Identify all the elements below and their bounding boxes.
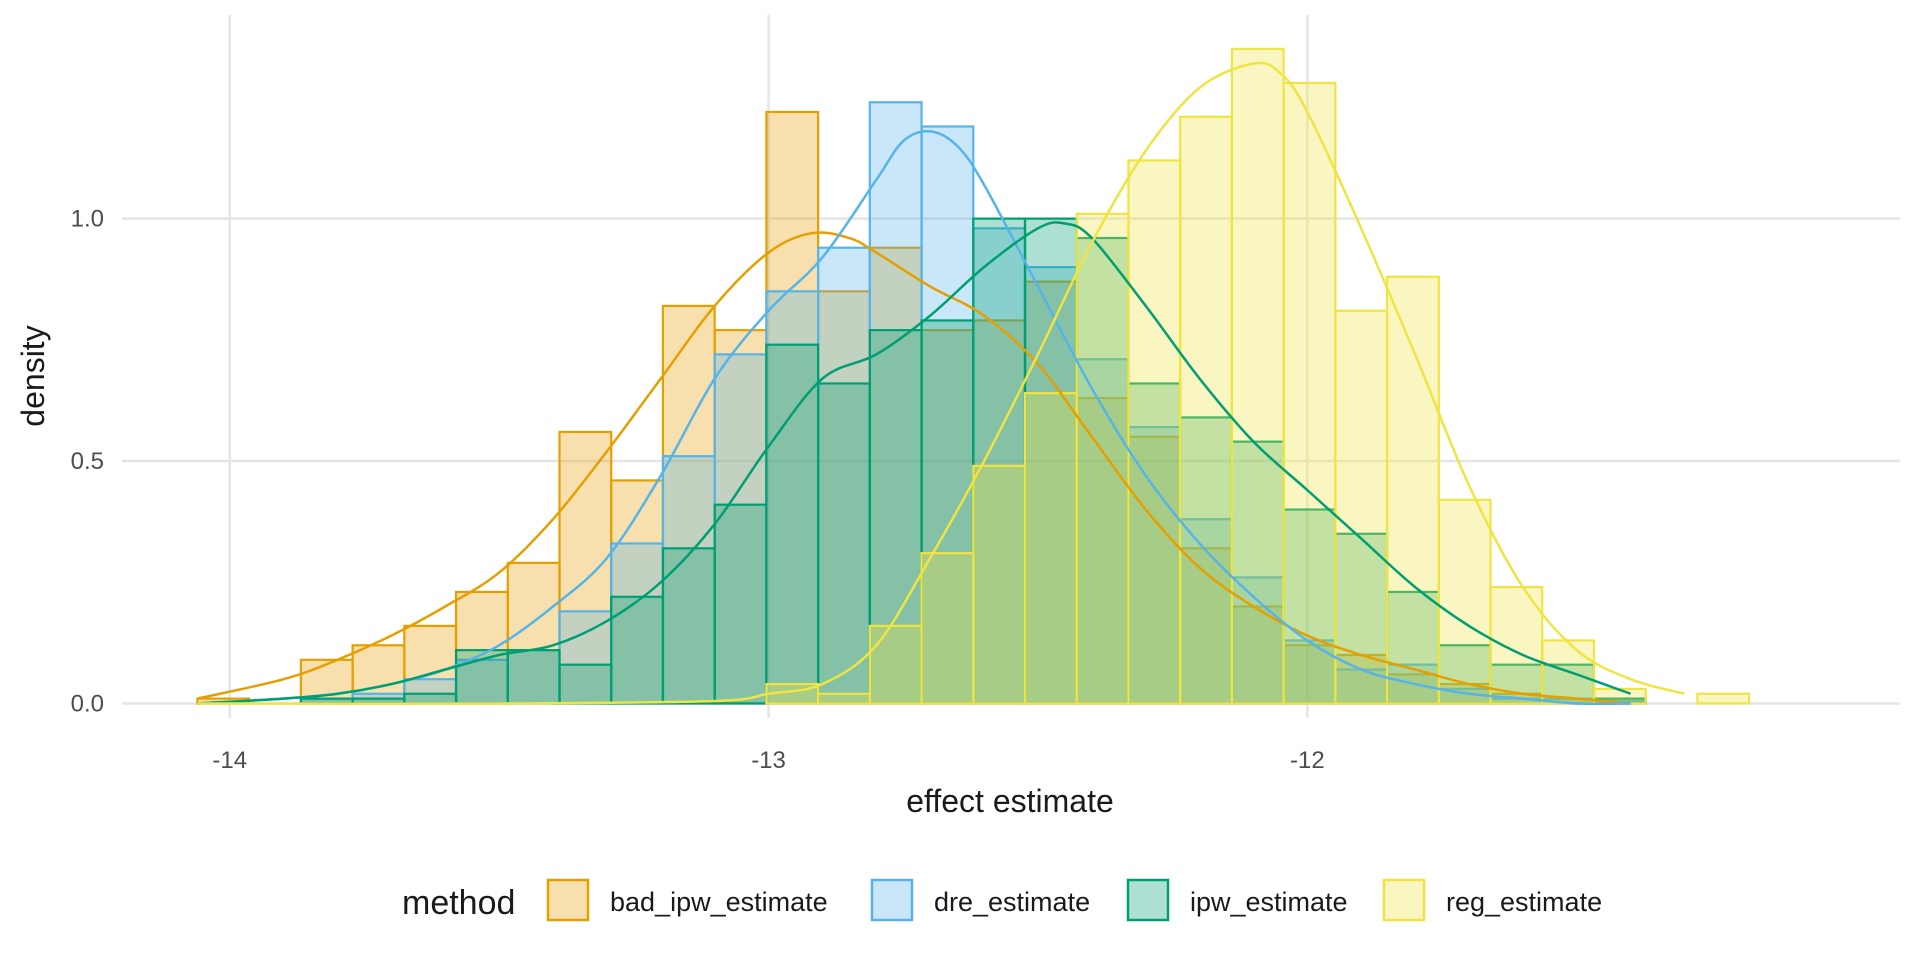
histogram-bar	[765, 110, 820, 705]
histogram-bar	[920, 125, 975, 705]
histogram-bar	[1437, 498, 1492, 705]
x-axis-title: effect estimate	[906, 783, 1114, 819]
histogram-bar	[661, 455, 716, 705]
legend-key	[1382, 878, 1426, 922]
histogram-bar	[1230, 47, 1285, 705]
histogram-bar	[1385, 275, 1440, 705]
legend-key	[870, 878, 914, 922]
histogram-bar	[713, 503, 768, 705]
legend-item-dre_estimate: dre_estimate	[870, 878, 1090, 922]
legend-item-bad_ipw_estimate: bad_ipw_estimate	[546, 878, 828, 922]
histogram-bar	[920, 552, 975, 705]
legend-key	[546, 878, 590, 922]
histogram-bar	[1023, 266, 1078, 705]
histogram-bar	[1334, 309, 1389, 705]
histogram-bar	[868, 246, 923, 705]
density-curve-ipw_estimate	[197, 221, 1632, 705]
legend-item-reg_estimate: reg_estimate	[1382, 878, 1602, 922]
histogram-bar	[1179, 115, 1234, 705]
histogram-bar	[817, 382, 871, 705]
histogram-bar	[558, 663, 613, 705]
histogram-bar	[610, 542, 665, 705]
histogram-bar	[1023, 392, 1078, 705]
series-bars-reg_estimate	[765, 47, 1751, 705]
density-curve-reg_estimate	[197, 61, 1685, 705]
histogram-bar	[1127, 426, 1182, 705]
histogram-bar	[972, 464, 1027, 705]
histogram-bar	[403, 692, 458, 705]
legend-label: bad_ipw_estimate	[610, 887, 828, 917]
histogram-bar	[920, 319, 975, 705]
x-tick-label: -12	[1290, 747, 1325, 774]
histogram-bar	[1489, 585, 1544, 705]
legend-key	[1126, 878, 1170, 922]
x-axis-ticks: -14 -13 -12	[212, 747, 1324, 774]
y-tick-label: 0.5	[71, 448, 104, 475]
density-curves	[197, 61, 1685, 706]
legend-label: reg_estimate	[1446, 887, 1602, 917]
y-tick-label: 0.0	[71, 690, 104, 717]
histogram-bar	[403, 624, 458, 705]
legend-title: method	[402, 884, 515, 922]
series-bars-ipw_estimate	[299, 217, 1647, 705]
legend-label: dre_estimate	[934, 887, 1090, 917]
histogram-bar	[1127, 159, 1182, 705]
histogram-bar	[765, 343, 820, 705]
legend-label: ipw_estimate	[1190, 887, 1348, 917]
histogram-bar	[661, 547, 716, 705]
density-curve-dre_estimate	[197, 129, 1631, 706]
histogram-bar	[1696, 692, 1751, 705]
histogram-bar	[506, 649, 561, 705]
x-tick-label: -13	[751, 747, 786, 774]
y-tick-label: 1.0	[71, 206, 104, 233]
series-bars-dre_estimate	[299, 101, 1647, 705]
y-axis-ticks: 0.0 0.5 1.0	[71, 206, 104, 718]
histogram-bars	[196, 47, 1751, 705]
histogram-bar	[817, 692, 871, 705]
histogram-bar	[1127, 435, 1182, 705]
legend: method bad_ipw_estimate dre_estimate ipw_e…	[402, 878, 1602, 922]
density-curve-bad_ipw_estimate	[197, 231, 1631, 705]
series-bars-bad_ipw_estimate	[196, 110, 1647, 705]
histogram-bar	[1075, 212, 1130, 705]
y-axis-title: density	[15, 325, 51, 426]
legend-item-ipw_estimate: ipw_estimate	[1126, 878, 1348, 922]
histogram-bar	[1282, 81, 1337, 705]
histogram-bar	[868, 624, 923, 705]
histogram-bar	[1179, 416, 1234, 705]
x-tick-label: -14	[212, 747, 247, 774]
